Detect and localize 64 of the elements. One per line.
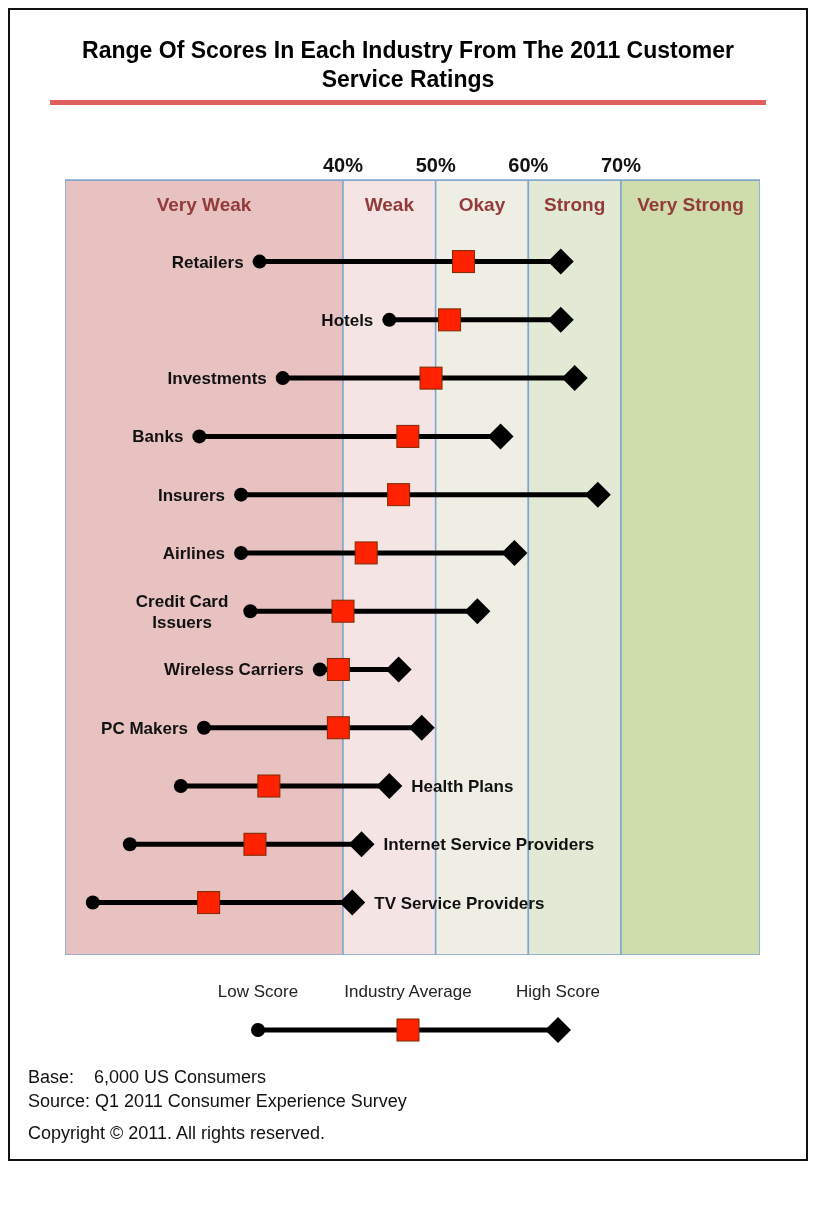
point [438,307,462,331]
point [396,424,420,448]
point [547,306,574,333]
point [487,422,514,449]
y-tick-label: Hotels [321,310,374,330]
point [348,830,375,857]
point [331,599,355,623]
y-tick-label: Investments [167,368,267,388]
point [464,597,491,624]
point [376,772,403,799]
chart-title: Range Of Scores In Each Industry From The 2011 Customer Service Ratings [82,37,734,92]
point [173,778,188,793]
y-tick-label: Wireless Carriers [164,659,304,679]
y-tick-label: TV Service Providers [374,893,545,913]
band-label: Very Strong [637,193,744,215]
y-tick-label: Banks [132,426,184,446]
point [312,661,327,676]
text: Base: 6,000 US Consumers [28,1065,268,1089]
point [385,655,412,682]
point [408,714,435,741]
point [122,836,137,851]
point [501,539,528,566]
point [192,428,207,443]
point [257,774,281,798]
point [419,366,443,390]
point [584,481,611,508]
point [197,890,221,914]
y-tick-label: PC Makers [101,718,188,738]
point [234,487,249,502]
x-tick-label: 40% [322,153,364,176]
point [339,889,366,916]
y-tick-label: Health Plans [411,776,514,796]
point [275,370,290,385]
point [382,312,397,327]
y-tick-label: Retailers [171,252,244,272]
y-tick-label: Insurers [157,485,226,505]
band-label: Okay [458,193,506,215]
point [85,895,100,910]
text: High Score [515,981,601,1001]
point [561,364,588,391]
x-tick-label: 70% [600,153,642,176]
point [243,603,258,618]
y-tick-label: Credit Card Issuers [135,591,229,632]
point [387,482,411,506]
point [243,832,267,856]
band-label: Very Weak [156,193,252,215]
text: Low Score [217,981,299,1001]
text: Industry Average [344,981,472,1001]
x-tick-label: 60% [508,153,549,176]
y-tick-label: Airlines [162,543,226,563]
text: Copyright © 2011. All rights reserved. [28,1122,327,1146]
y-tick-label: Internet Service Providers [383,834,595,854]
band-label: Weak [364,193,415,215]
point [451,249,475,273]
point [197,720,211,735]
point [252,254,267,269]
point [547,248,574,275]
point [354,540,378,564]
point [326,657,350,681]
source-note: Source: Q1 2011 Consumer Experience Survey [28,1089,408,1113]
band-label: Strong [544,193,606,215]
point [326,715,350,739]
x-tick-label: 50% [415,153,456,176]
point [234,545,249,560]
